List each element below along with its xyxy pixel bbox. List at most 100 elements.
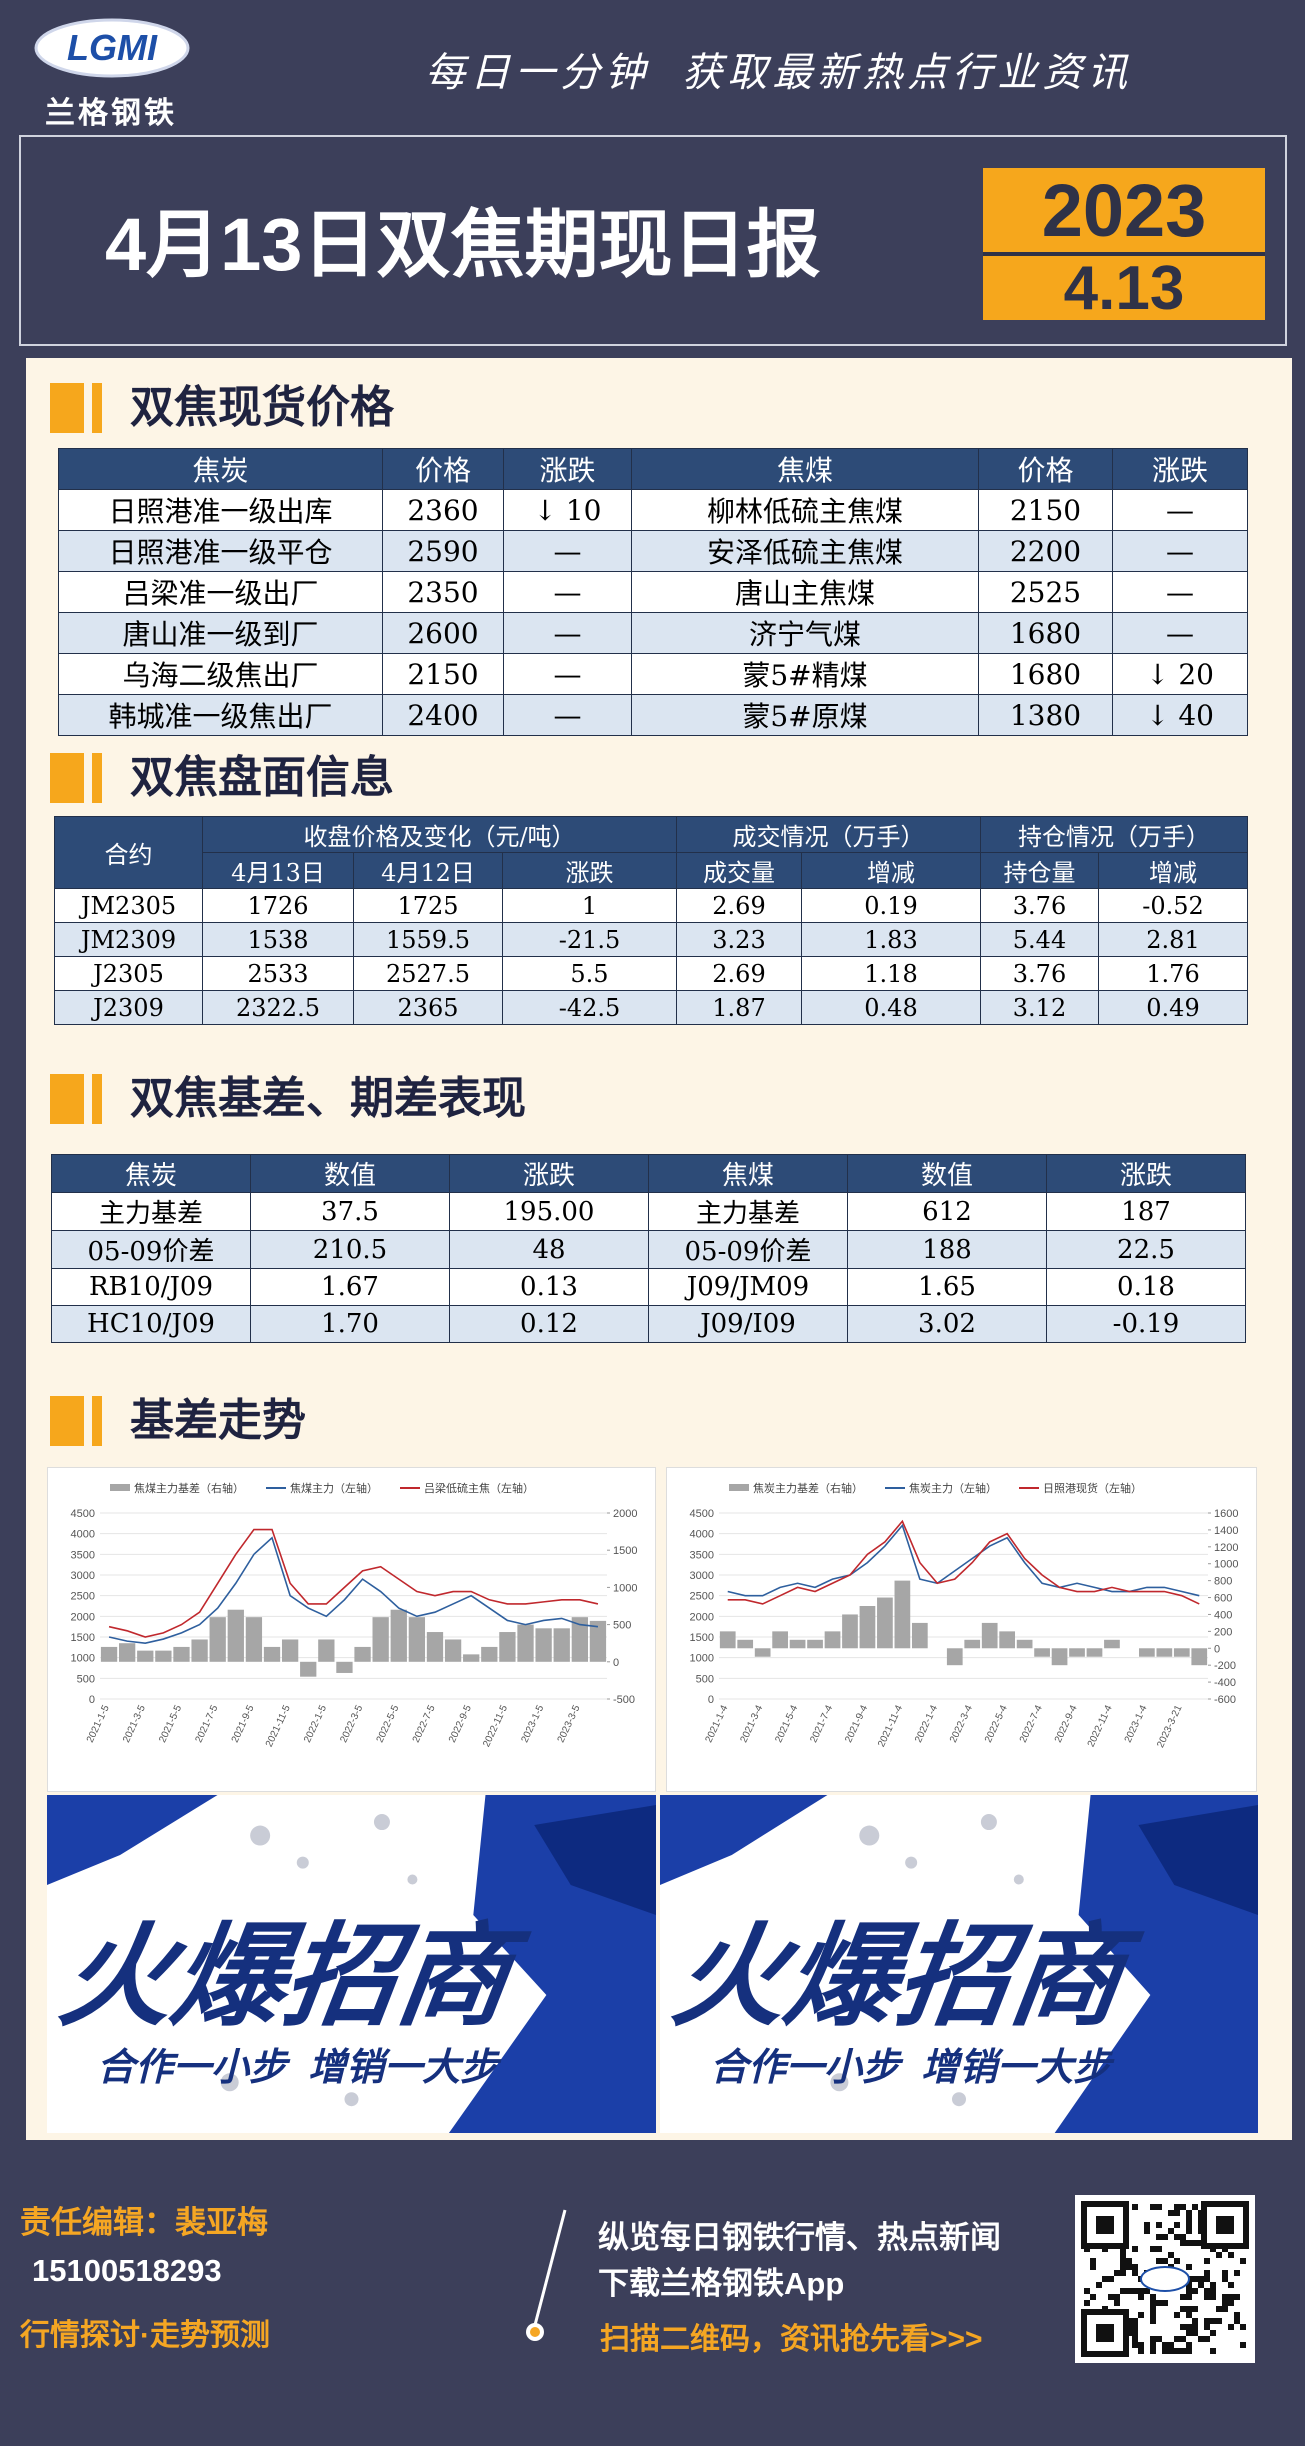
- column-header: 合约: [54, 816, 203, 889]
- qr-cell: [1144, 2228, 1150, 2234]
- qr-cell: [1198, 2336, 1204, 2342]
- qr-cell: [1150, 2204, 1156, 2210]
- x-tick-label: 2021-5-5: [157, 1703, 184, 1744]
- qr-cell: [1216, 2306, 1222, 2312]
- table-cell: 唐山主焦煤: [631, 571, 979, 613]
- column-header: 4月13日: [202, 852, 354, 889]
- qr-cell: [1132, 2342, 1138, 2348]
- qr-cell: [1192, 2288, 1198, 2294]
- table-row: 日照港准一级平仓 2590— 安泽低硫主焦煤 2200—: [58, 530, 1248, 572]
- qr-cell: [1168, 2348, 1174, 2354]
- qr-cell: [1204, 2258, 1210, 2264]
- qr-cell: [1192, 2240, 1198, 2246]
- y-tick-label: 4500: [71, 1508, 95, 1520]
- qr-cell: [1204, 2288, 1210, 2294]
- column-header: 增减: [1098, 852, 1248, 889]
- legend-label: 焦炭主力基差（右轴）: [753, 1481, 863, 1495]
- bar: [137, 1650, 154, 1662]
- qr-finder: [1216, 2216, 1234, 2234]
- bar: [1104, 1639, 1120, 1649]
- bar: [372, 1617, 389, 1662]
- column-header: 涨跌: [449, 1154, 649, 1193]
- qr-cell: [1132, 2318, 1138, 2324]
- qr-cell: [1240, 2258, 1246, 2264]
- y-tick-label: 500: [696, 1673, 714, 1685]
- table-cell: 2527.5: [353, 956, 503, 991]
- column-header: 涨跌: [502, 852, 677, 889]
- bar: [571, 1617, 588, 1662]
- table-cell: JM2309: [54, 922, 203, 957]
- qr-cell: [1138, 2312, 1144, 2318]
- table-cell: 1725: [353, 888, 503, 923]
- section-heading: 双焦盘面信息: [130, 753, 394, 802]
- qr-cell: [1174, 2348, 1180, 2354]
- heading-bar: [50, 1074, 84, 1124]
- qr-cell: [1162, 2342, 1168, 2348]
- x-tick-label: 2022-5-5: [375, 1703, 402, 1744]
- table-cell: 0.18: [1046, 1268, 1246, 1306]
- qr-cell: [1228, 2300, 1234, 2306]
- qr-cell: [1180, 2294, 1186, 2300]
- y2-tick-label: -200: [1214, 1660, 1236, 1672]
- qr-cell: [1192, 2330, 1198, 2336]
- qr-cell: [1156, 2246, 1162, 2252]
- y-tick-label: 1500: [690, 1632, 714, 1644]
- x-tick-label: 2022-3-4: [948, 1703, 975, 1744]
- qr-cell: [1090, 2294, 1096, 2300]
- bar: [1051, 1648, 1068, 1666]
- qr-cell: [1138, 2294, 1144, 2300]
- bar: [444, 1639, 462, 1662]
- table-cell: JM2305: [54, 888, 203, 923]
- bar: [354, 1646, 371, 1662]
- x-tick-label: 2021-9-5: [230, 1703, 257, 1744]
- qr-cell: [1204, 2336, 1210, 2342]
- y2-tick-label: -400: [1214, 1677, 1236, 1689]
- y-tick-label: 0: [89, 1694, 95, 1706]
- table-cell: -21.5: [502, 922, 677, 957]
- footer-line: 下载兰格钢铁App: [598, 2266, 845, 2301]
- table-row: 唐山准一级到厂 2600— 济宁气煤 1680—: [58, 612, 1248, 654]
- y2-tick-label: -600: [1214, 1694, 1236, 1706]
- qr-cell: [1114, 2270, 1120, 2276]
- table-cell: 2590: [382, 530, 504, 572]
- qr-cell: [1132, 2204, 1138, 2210]
- table-cell: 安泽低硫主焦煤: [631, 530, 979, 572]
- footer-line: 纵览每日钢铁行情、热点新闻: [598, 2220, 1001, 2255]
- column-header: 持仓量: [980, 852, 1099, 889]
- table-cell: 0.48: [801, 990, 981, 1025]
- table-cell: 5.44: [980, 922, 1099, 957]
- decoration: [830, 2073, 849, 2092]
- legend-swatch: [729, 1484, 749, 1491]
- table-cell: —: [503, 571, 632, 613]
- bar: [589, 1620, 607, 1662]
- qr-cell: [1210, 2348, 1216, 2354]
- table-cell: 3.02: [847, 1305, 1047, 1343]
- qr-cell: [1120, 2264, 1126, 2270]
- table-cell: 2600: [382, 612, 504, 654]
- bar: [553, 1628, 570, 1662]
- table-cell: 22.5: [1046, 1230, 1246, 1269]
- qr-cell: [1180, 2240, 1186, 2246]
- bar: [245, 1617, 263, 1662]
- y-tick-label: 1000: [71, 1653, 95, 1665]
- qr-cell: [1204, 2294, 1210, 2300]
- column-header: 价格: [978, 448, 1113, 490]
- heading-bar: [50, 1396, 84, 1446]
- qr-cell: [1168, 2228, 1174, 2234]
- table-cell: 1.87: [676, 990, 802, 1025]
- qr-cell: [1132, 2270, 1138, 2276]
- qr-cell: [1174, 2234, 1180, 2240]
- qr-cell: [1126, 2264, 1132, 2270]
- qr-cell: [1138, 2348, 1144, 2354]
- table-cell: 48: [449, 1230, 649, 1269]
- qr-cell: [1186, 2312, 1192, 2318]
- qr-cell: [1162, 2234, 1168, 2240]
- x-tick-label: 2021-11-5: [264, 1703, 293, 1749]
- bar: [426, 1632, 444, 1662]
- qr-cell: [1138, 2288, 1144, 2294]
- legend-label: 焦煤主力基差（右轴）: [134, 1481, 244, 1495]
- qr-cell: [1186, 2288, 1192, 2294]
- qr-cell: [1168, 2210, 1174, 2216]
- table-cell: 2360: [382, 489, 504, 531]
